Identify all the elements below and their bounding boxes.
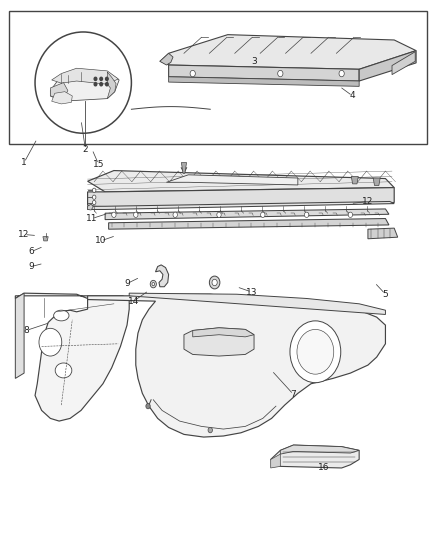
Circle shape — [209, 276, 220, 289]
Polygon shape — [88, 171, 394, 192]
Polygon shape — [169, 35, 416, 69]
FancyBboxPatch shape — [9, 11, 427, 144]
Text: 15: 15 — [93, 160, 104, 168]
Circle shape — [39, 328, 62, 356]
Text: 4: 4 — [350, 92, 355, 100]
Polygon shape — [155, 265, 169, 287]
Text: 3: 3 — [251, 57, 257, 66]
Polygon shape — [15, 293, 129, 421]
Circle shape — [106, 77, 108, 80]
Text: 11: 11 — [86, 214, 98, 223]
Text: 16: 16 — [318, 464, 330, 472]
Text: 2: 2 — [83, 145, 88, 154]
Polygon shape — [359, 51, 416, 81]
Circle shape — [217, 212, 221, 217]
Polygon shape — [160, 53, 169, 65]
Polygon shape — [88, 204, 93, 210]
Polygon shape — [373, 178, 380, 185]
Circle shape — [94, 83, 97, 86]
Circle shape — [94, 77, 97, 80]
Polygon shape — [184, 328, 254, 356]
Ellipse shape — [55, 363, 72, 378]
Circle shape — [100, 77, 102, 80]
Polygon shape — [105, 209, 389, 220]
Text: 8: 8 — [23, 326, 29, 335]
Polygon shape — [351, 176, 358, 184]
Circle shape — [190, 70, 195, 77]
Circle shape — [152, 282, 155, 286]
Polygon shape — [43, 237, 48, 241]
Text: 13: 13 — [246, 288, 258, 296]
Polygon shape — [52, 68, 118, 84]
Polygon shape — [88, 294, 385, 437]
Circle shape — [297, 329, 334, 374]
Circle shape — [208, 427, 212, 433]
Polygon shape — [193, 328, 254, 337]
Circle shape — [278, 70, 283, 77]
Text: 10: 10 — [95, 237, 106, 245]
Polygon shape — [52, 92, 72, 104]
Polygon shape — [181, 163, 187, 173]
Polygon shape — [271, 454, 280, 468]
Polygon shape — [109, 219, 389, 229]
Circle shape — [134, 212, 138, 217]
Polygon shape — [88, 188, 394, 208]
Circle shape — [348, 212, 353, 217]
Circle shape — [106, 83, 108, 86]
Polygon shape — [280, 445, 359, 454]
Circle shape — [339, 70, 344, 77]
Polygon shape — [50, 69, 119, 101]
Text: 12: 12 — [18, 230, 30, 239]
Text: 14: 14 — [128, 297, 139, 305]
Circle shape — [304, 212, 309, 217]
Polygon shape — [368, 228, 398, 239]
Circle shape — [100, 83, 102, 86]
Text: 7: 7 — [290, 390, 297, 399]
Text: 12: 12 — [362, 197, 374, 206]
Polygon shape — [392, 52, 415, 75]
Circle shape — [212, 279, 217, 286]
Ellipse shape — [54, 310, 69, 321]
Polygon shape — [50, 83, 68, 99]
Text: 1: 1 — [21, 158, 27, 167]
Text: 9: 9 — [124, 279, 130, 288]
Polygon shape — [169, 65, 359, 81]
Text: 5: 5 — [382, 290, 389, 298]
Polygon shape — [166, 175, 298, 185]
Circle shape — [261, 212, 265, 217]
Text: 9: 9 — [28, 262, 35, 271]
Polygon shape — [160, 53, 173, 65]
Polygon shape — [129, 293, 385, 314]
Polygon shape — [107, 72, 116, 99]
Circle shape — [112, 212, 116, 217]
Circle shape — [146, 403, 150, 409]
Circle shape — [92, 188, 96, 192]
Polygon shape — [271, 445, 359, 468]
Ellipse shape — [35, 32, 131, 133]
Text: 6: 6 — [28, 247, 35, 256]
Polygon shape — [15, 293, 24, 378]
Circle shape — [92, 200, 96, 205]
Circle shape — [150, 280, 156, 288]
Circle shape — [173, 212, 177, 217]
Circle shape — [92, 195, 96, 199]
Polygon shape — [88, 201, 394, 209]
Circle shape — [290, 321, 341, 383]
Polygon shape — [169, 77, 359, 86]
